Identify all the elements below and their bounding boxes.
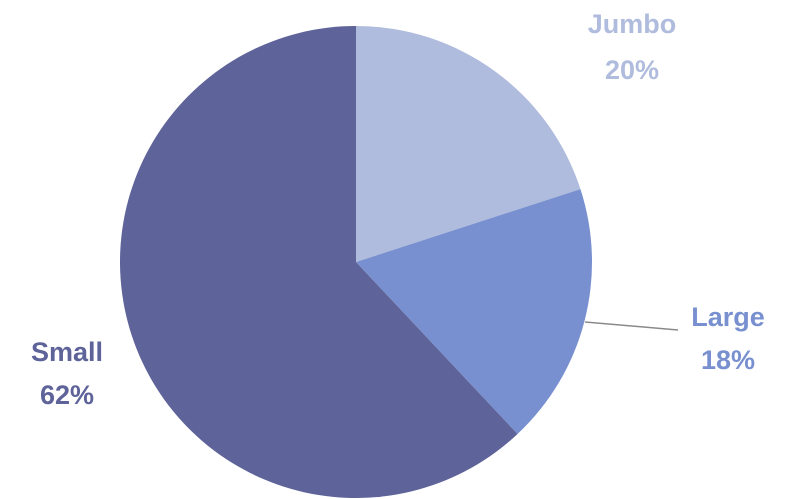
slice-labels: Jumbo 20% Large 18% Small 62%: [31, 9, 765, 410]
pie-slice-jumbo: [356, 26, 581, 262]
leader-lines: [584, 321, 679, 331]
slice-label-large: Large: [691, 302, 765, 332]
slice-value-small: 62%: [40, 380, 94, 410]
pie-slice-large: [356, 189, 593, 435]
slice-label-small: Small: [31, 337, 103, 367]
slice-value-large: 18%: [701, 345, 755, 375]
slice-value-jumbo: 20%: [605, 55, 659, 85]
pie-slice-small: [120, 26, 518, 499]
leader-line-large: [584, 321, 679, 331]
pie-slices: [120, 26, 593, 499]
slice-label-jumbo: Jumbo: [588, 9, 677, 39]
